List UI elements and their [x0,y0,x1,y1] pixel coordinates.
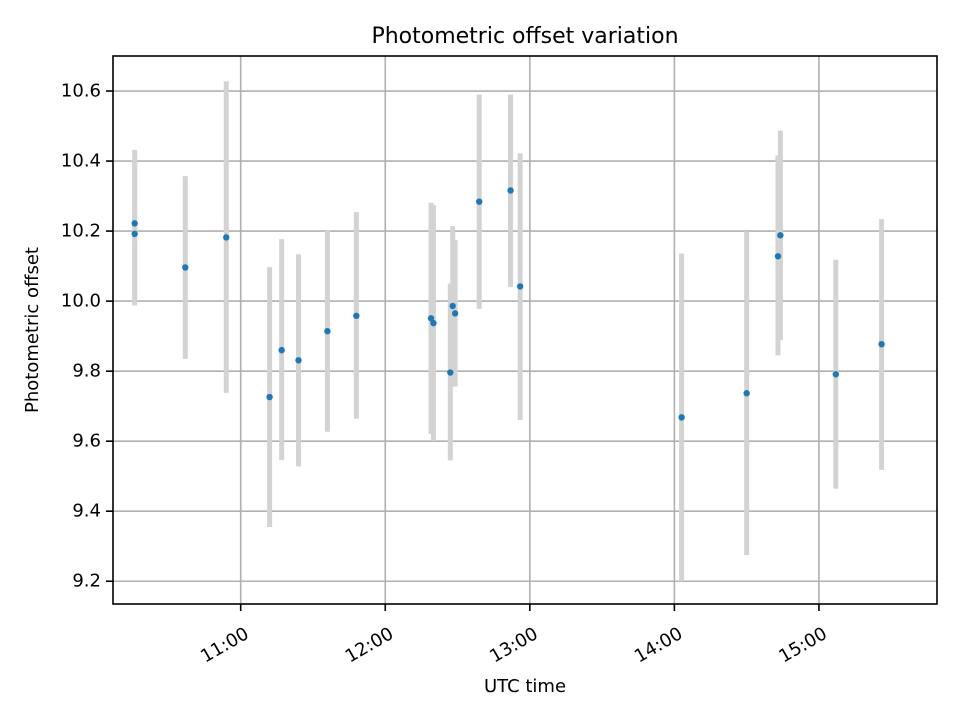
plot-background [113,56,937,604]
data-point [451,310,459,317]
data-point [324,328,331,335]
data-point [223,234,230,241]
data-point [516,283,524,290]
chart-title: Photometric offset variation [371,24,678,49]
data-point [777,232,784,239]
data-points [131,187,885,421]
data-point [353,312,360,320]
data-point [743,390,750,397]
plot-area [112,55,938,605]
data-point [447,369,454,376]
x-axis-label: UTC time [484,676,566,697]
y-axis: 9.2 9.4 9.6 9.8 10.0 10.2 10.4 10.6 [61,81,113,592]
data-point [430,319,437,327]
grid [113,56,937,604]
y-tick-label: 10.4 [61,151,101,172]
data-point [131,220,138,227]
data-point [507,187,514,194]
data-point [476,198,483,205]
data-point [295,357,302,364]
data-point [131,230,138,238]
data-point [266,393,273,401]
y-tick-label: 9.6 [72,431,101,452]
y-tick-label: 9.8 [72,361,101,382]
data-point [427,315,435,322]
data-point [678,414,685,421]
y-axis-label: Photometric offset [22,247,43,413]
data-point [878,340,885,348]
data-point [449,302,456,310]
data-point [278,346,285,354]
y-tick-label: 9.4 [72,501,101,522]
data-point [774,253,782,260]
y-tick-label: 9.2 [72,571,101,592]
y-tick-label: 10.6 [61,81,101,102]
data-point [832,371,840,378]
data-point [182,264,189,271]
y-tick-label: 10.0 [61,291,101,312]
y-tick-label: 10.2 [61,221,101,242]
axes-frame [112,55,938,605]
